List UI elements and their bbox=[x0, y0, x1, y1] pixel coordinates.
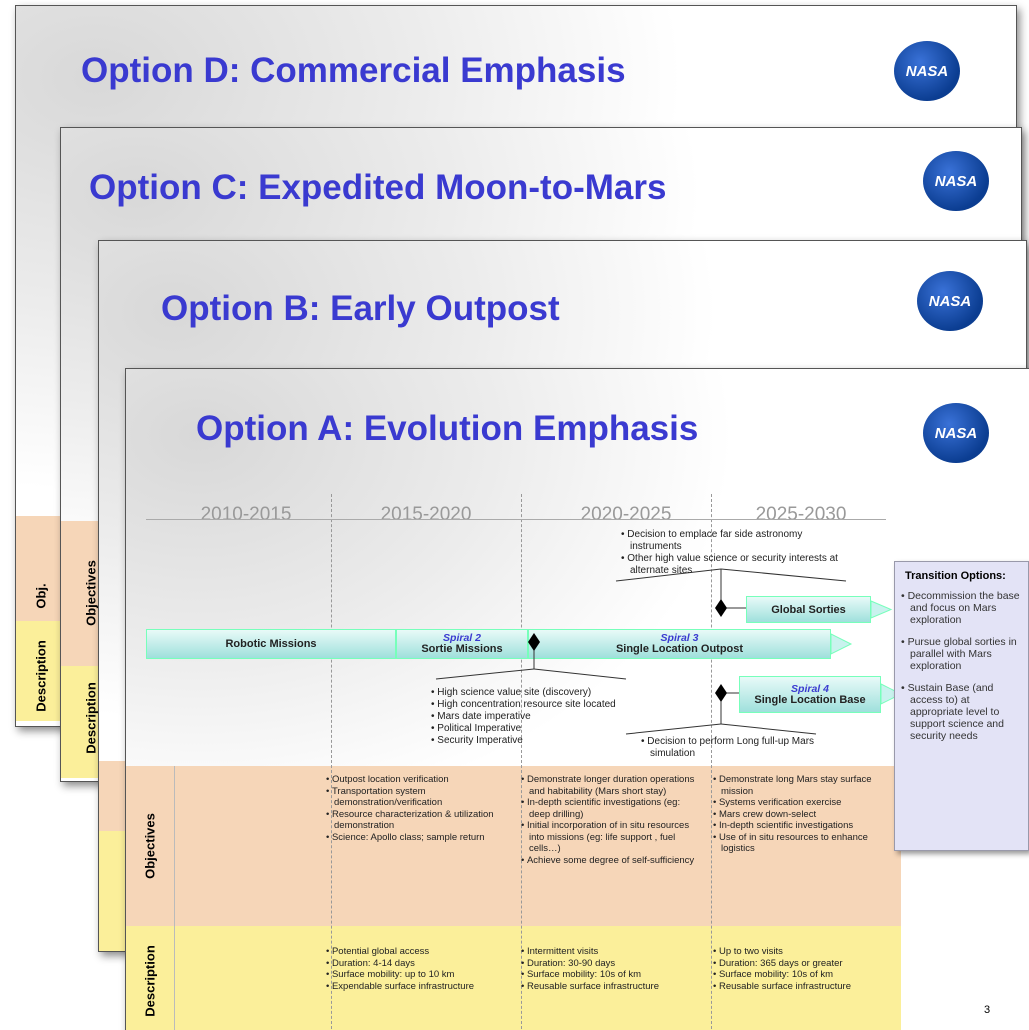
description-cell: Up to two visitsDuration: 365 days or gr… bbox=[713, 946, 888, 992]
connector bbox=[436, 669, 534, 679]
note: Decision to emplace far side astronomy i… bbox=[621, 529, 851, 553]
timeline-bar: Robotic Missions bbox=[146, 629, 396, 659]
nasa-logo: NASA bbox=[923, 403, 989, 463]
bullet: Demonstrate longer duration operations a… bbox=[521, 774, 701, 797]
bar-arrow bbox=[831, 634, 851, 654]
timeline-bar: Global Sorties bbox=[746, 596, 871, 623]
note: High concentration resource site located bbox=[431, 699, 631, 711]
note: Security Imperative bbox=[431, 735, 631, 747]
bar-arrow bbox=[871, 601, 891, 618]
separator bbox=[146, 519, 886, 520]
bullet: Reusable surface infrastructure bbox=[521, 981, 696, 993]
note: High science value site (discovery) bbox=[431, 687, 631, 699]
bullet: Demonstrate long Mars stay surface missi… bbox=[713, 774, 898, 797]
description-cell: Intermittent visitsDuration: 30-90 daysS… bbox=[521, 946, 696, 992]
row-label: Obj. bbox=[34, 583, 49, 608]
row-label: Objectives bbox=[143, 813, 158, 879]
bar-label: Global Sorties bbox=[771, 604, 846, 616]
spiral-label: Spiral 4 bbox=[791, 684, 829, 694]
milestone bbox=[715, 599, 727, 617]
bar-label: Single Location Outpost bbox=[616, 643, 743, 655]
bullet: Surface mobility: 10s of km bbox=[713, 969, 888, 981]
bullet: Initial incorporation of in situ resourc… bbox=[521, 820, 701, 855]
bullet: Intermittent visits bbox=[521, 946, 696, 958]
milestone bbox=[715, 684, 727, 702]
page: Option D: Commercial Emphasis NASA Obj. Des… bbox=[0, 0, 1029, 1030]
nasa-logo: NASA bbox=[923, 151, 989, 211]
bullet: Up to two visits bbox=[713, 946, 888, 958]
bullet: In-depth scientific investigations (eg: … bbox=[521, 797, 701, 820]
transition-title: Transition Options: bbox=[901, 570, 1022, 582]
column-divider bbox=[174, 766, 175, 1030]
row-label: Description bbox=[84, 682, 99, 754]
slide-title: Option D: Commercial Emphasis bbox=[81, 51, 626, 91]
bullet: Use of in situ resources to enhance logi… bbox=[713, 832, 898, 855]
bullet: Achieve some degree of self-sufficiency bbox=[521, 855, 701, 867]
objectives-cell: Outpost location verificationTransportat… bbox=[326, 774, 506, 843]
note: Political Imperative bbox=[431, 723, 631, 735]
note-list: Decision to emplace far side astronomy i… bbox=[621, 529, 851, 577]
objectives-cell: Demonstrate long Mars stay surface missi… bbox=[713, 774, 898, 855]
note: Other high value science or security int… bbox=[621, 553, 851, 577]
description-cell: Potential global accessDuration: 4-14 da… bbox=[326, 946, 501, 992]
year-header: 2010-2015 bbox=[201, 504, 292, 526]
slide-title: Option B: Early Outpost bbox=[161, 289, 560, 329]
bullet: Surface mobility: 10s of km bbox=[521, 969, 696, 981]
page-number: 3 bbox=[984, 1004, 990, 1016]
spiral-label: Spiral 3 bbox=[661, 633, 699, 643]
nasa-logo: NASA bbox=[894, 41, 960, 101]
bullet: Science: Apollo class; sample return bbox=[326, 832, 506, 844]
nasa-logo: NASA bbox=[917, 271, 983, 331]
note: Mars date imperative bbox=[431, 711, 631, 723]
bullet: Potential global access bbox=[326, 946, 501, 958]
transition-box: Transition Options: Decommission the base… bbox=[894, 561, 1029, 851]
note-list: High science value site (discovery)High … bbox=[431, 687, 631, 747]
bullet: Duration: 365 days or greater bbox=[713, 958, 888, 970]
row-label: Description bbox=[143, 945, 158, 1017]
bar-label: Robotic Missions bbox=[225, 638, 316, 650]
transition-item: Pursue global sorties in parallel with M… bbox=[901, 636, 1022, 672]
bullet: Reusable surface infrastructure bbox=[713, 981, 888, 993]
bullet: Expendable surface infrastructure bbox=[326, 981, 501, 993]
transition-item: Sustain Base (and access to) at appropri… bbox=[901, 682, 1022, 742]
year-header: 2025-2030 bbox=[756, 504, 847, 526]
slide-title: Option C: Expedited Moon-to-Mars bbox=[89, 168, 666, 208]
bar-label: Sortie Missions bbox=[421, 643, 502, 655]
connector bbox=[721, 724, 816, 734]
bullet: In-depth scientific investigations bbox=[713, 820, 898, 832]
bullet: Duration: 30-90 days bbox=[521, 958, 696, 970]
bar-label: Single Location Base bbox=[754, 694, 865, 706]
spiral-label: Spiral 2 bbox=[443, 633, 481, 643]
bullet: Resource characterization & utilization … bbox=[326, 809, 506, 832]
bullet: Surface mobility: up to 10 km bbox=[326, 969, 501, 981]
year-header: 2015-2020 bbox=[381, 504, 472, 526]
connector bbox=[534, 669, 626, 679]
objectives-cell: Demonstrate longer duration operations a… bbox=[521, 774, 701, 866]
row-label: Objectives bbox=[84, 560, 99, 626]
slide-title: Option A: Evolution Emphasis bbox=[196, 409, 698, 449]
transition-item: Decommission the base and focus on Mars … bbox=[901, 590, 1022, 626]
row-label: Description bbox=[34, 640, 49, 712]
note: Decision to perform Long full-up Mars si… bbox=[641, 736, 821, 760]
note-list: Decision to perform Long full-up Mars si… bbox=[641, 736, 821, 760]
connector bbox=[626, 724, 721, 734]
slide: Option A: Evolution Emphasis NASA Objectiv… bbox=[125, 368, 1029, 1030]
bullet: Outpost location verification bbox=[326, 774, 506, 786]
bullet: Mars crew down-select bbox=[713, 809, 898, 821]
bullet: Duration: 4-14 days bbox=[326, 958, 501, 970]
bullet: Transportation system demonstration/veri… bbox=[326, 786, 506, 809]
year-header: 2020-2025 bbox=[581, 504, 672, 526]
bullet: Systems verification exercise bbox=[713, 797, 898, 809]
